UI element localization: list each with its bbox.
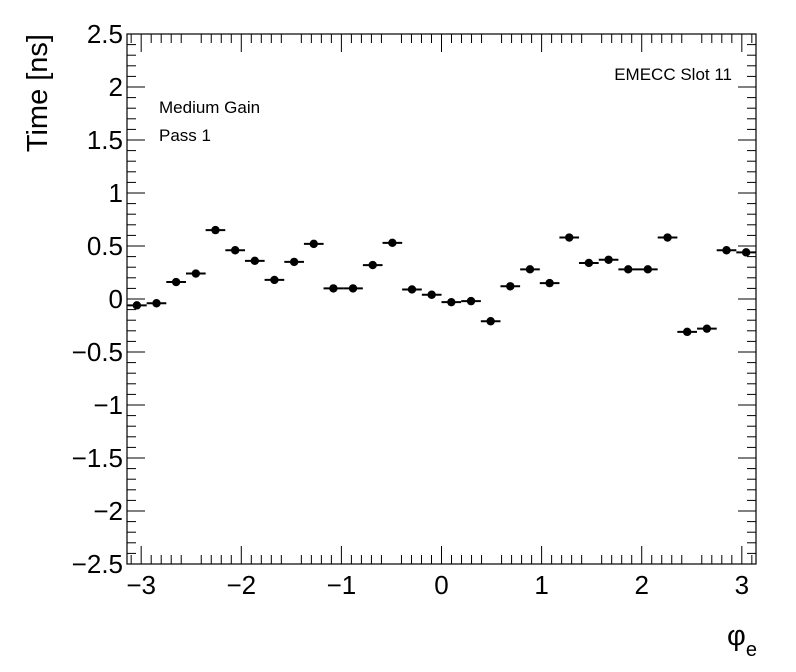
point-marker xyxy=(506,282,515,291)
y-tick-label: 0 xyxy=(109,284,123,314)
y-tick-label: −1 xyxy=(93,390,123,420)
gain-annotation: Medium Gain xyxy=(159,98,260,117)
data-point xyxy=(186,269,206,278)
data-point xyxy=(520,265,540,274)
point-marker xyxy=(152,299,161,308)
y-axis-title: Time [ns] xyxy=(22,34,54,152)
data-point xyxy=(461,296,481,306)
point-marker xyxy=(682,327,692,337)
point-marker xyxy=(604,255,613,264)
point-marker xyxy=(545,278,554,288)
data-point xyxy=(225,246,246,255)
data-point xyxy=(657,233,678,242)
data-point xyxy=(500,282,521,291)
y-tick-label: −2.5 xyxy=(72,549,123,579)
x-axis-title: φe xyxy=(727,620,757,661)
data-point xyxy=(441,297,462,307)
point-marker xyxy=(722,246,731,255)
y-tick-label: −0.5 xyxy=(72,337,123,367)
data-point xyxy=(264,275,285,285)
y-tick-label: 1 xyxy=(109,178,123,208)
data-point xyxy=(127,301,147,310)
x-tick-label: 0 xyxy=(434,570,448,600)
data-point xyxy=(480,317,501,326)
point-marker xyxy=(289,257,299,267)
y-tick-label: −2 xyxy=(93,496,123,526)
point-marker xyxy=(171,277,181,287)
data-point xyxy=(284,257,304,267)
pass-annotation: Pass 1 xyxy=(159,126,211,145)
point-marker xyxy=(132,301,142,310)
point-marker xyxy=(486,317,495,326)
data-point xyxy=(421,290,442,299)
data-point xyxy=(559,233,580,242)
point-marker xyxy=(211,225,220,235)
data-points xyxy=(127,225,756,337)
slot-annotation: EMECC Slot 11 xyxy=(614,65,732,84)
data-point xyxy=(146,299,167,308)
point-marker xyxy=(388,238,397,248)
point-marker xyxy=(741,248,751,257)
data-point xyxy=(618,265,639,274)
data-point xyxy=(697,324,717,333)
data-point xyxy=(539,278,560,288)
data-point xyxy=(205,225,226,235)
data-point xyxy=(677,327,697,337)
y-tick-label: 2.5 xyxy=(87,19,123,49)
x-axis-title-subscript: e xyxy=(746,639,757,661)
y-tick-label: 1.5 xyxy=(87,125,123,155)
point-marker xyxy=(584,258,594,268)
data-point xyxy=(166,277,186,287)
point-marker xyxy=(250,256,259,266)
axis-tick-labels: −2.5 −2 −1.5 −1 −0.5 0 0.5 1 1.5 2 2.5 −3 −2 −1 0 1 2 3 xyxy=(72,19,749,600)
y-tick-label: 0.5 xyxy=(87,231,123,261)
x-tick-label: −1 xyxy=(327,570,357,600)
point-marker xyxy=(643,265,653,274)
y-tick-label: −1.5 xyxy=(72,443,123,473)
x-tick-label: 1 xyxy=(534,570,548,600)
x-tick-label: −3 xyxy=(126,570,156,600)
data-point xyxy=(303,239,324,249)
point-marker xyxy=(565,233,574,242)
point-marker xyxy=(663,233,672,242)
x-tick-label: −2 xyxy=(226,570,256,600)
x-tick-label: 3 xyxy=(735,570,749,600)
data-point xyxy=(579,258,599,268)
x-axis-title-symbol: φ xyxy=(727,620,746,652)
data-point xyxy=(402,285,422,294)
data-point xyxy=(716,246,737,255)
point-marker xyxy=(624,265,633,274)
point-marker xyxy=(427,290,436,299)
data-point xyxy=(343,284,363,293)
data-point xyxy=(598,255,619,264)
x-tick-label: 2 xyxy=(634,570,648,600)
point-marker xyxy=(447,297,456,307)
point-marker xyxy=(348,284,358,293)
point-marker xyxy=(191,269,201,278)
point-marker xyxy=(466,296,476,306)
data-point xyxy=(362,260,383,270)
point-marker xyxy=(230,246,240,255)
data-point xyxy=(382,238,403,248)
data-point xyxy=(736,248,756,257)
point-marker xyxy=(309,239,318,249)
point-marker xyxy=(270,275,279,285)
data-point xyxy=(323,284,344,293)
point-marker xyxy=(702,324,712,333)
data-point xyxy=(244,256,265,266)
point-marker xyxy=(329,284,338,293)
point-marker xyxy=(368,260,377,270)
point-marker xyxy=(525,265,535,274)
y-tick-label: 2 xyxy=(109,72,123,102)
point-marker xyxy=(407,285,417,294)
data-point xyxy=(637,265,658,274)
axis-ticks xyxy=(127,33,756,565)
